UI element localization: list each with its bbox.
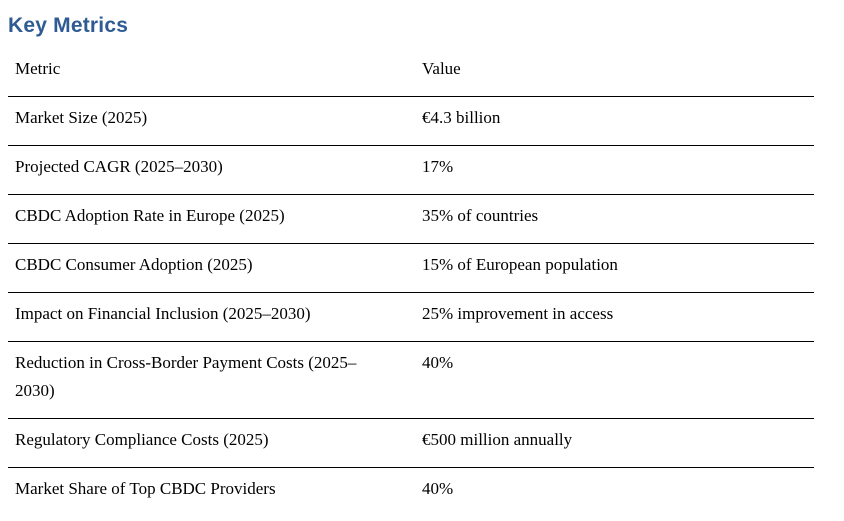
page-title: Key Metrics (8, 14, 129, 37)
table-row: Projected CAGR (2025–2030) 17% (8, 146, 814, 195)
value-cell: 40% (422, 479, 454, 498)
table-row: Reduction in Cross-Border Payment Costs … (8, 342, 814, 419)
table-row: Market Share of Top CBDC Providers 40% (8, 468, 814, 517)
value-cell: 40% (422, 353, 454, 372)
metric-cell: Impact on Financial Inclusion (2025–2030… (15, 304, 311, 323)
metric-cell: Reduction in Cross-Border Payment Costs … (15, 353, 357, 400)
table-row: CBDC Consumer Adoption (2025) 15% of Eur… (8, 244, 814, 293)
value-cell: €500 million annually (422, 430, 573, 449)
metric-cell: CBDC Consumer Adoption (2025) (15, 255, 253, 274)
value-column-header: Value (422, 59, 461, 78)
table-row: CBDC Adoption Rate in Europe (2025) 35% … (8, 195, 814, 244)
table-row: Impact on Financial Inclusion (2025–2030… (8, 293, 814, 342)
metric-cell: Projected CAGR (2025–2030) (15, 157, 223, 176)
document-page: Key Metrics Metric Value Market Size (20… (0, 14, 844, 521)
value-cell: €4.3 billion (422, 108, 501, 127)
table-row: Regulatory Compliance Costs (2025) €500 … (8, 419, 814, 468)
metric-cell: Regulatory Compliance Costs (2025) (15, 430, 269, 449)
table-body: Market Size (2025) €4.3 billion Projecte… (8, 97, 814, 517)
value-cell: 35% of countries (422, 206, 539, 225)
value-cell: 25% improvement in access (422, 304, 614, 323)
metric-column-header: Metric (15, 59, 61, 78)
metric-cell: Market Share of Top CBDC Providers (15, 479, 276, 498)
table-row: Market Size (2025) €4.3 billion (8, 97, 814, 146)
metric-cell: Market Size (2025) (15, 108, 148, 127)
header-row: Metric Value (8, 48, 814, 97)
metric-cell: CBDC Adoption Rate in Europe (2025) (15, 206, 285, 225)
value-cell: 17% (422, 157, 454, 176)
table-header: Metric Value (8, 48, 814, 97)
value-cell: 15% of European population (422, 255, 618, 274)
key-metrics-table: Metric Value Market Size (2025) €4.3 bil… (8, 48, 814, 516)
